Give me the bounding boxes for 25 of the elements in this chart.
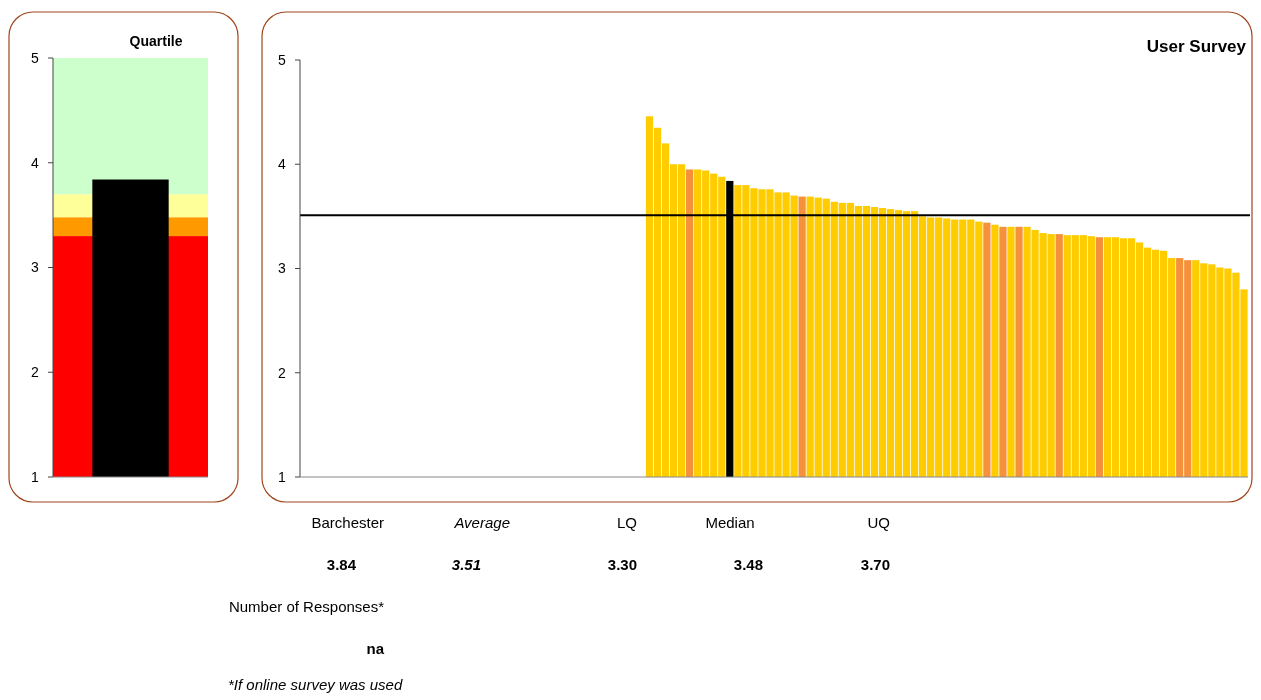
y-tick-label: 1 <box>31 468 40 485</box>
chart-title: Quartile <box>129 33 183 49</box>
y-tick-label: 2 <box>278 364 287 381</box>
chart-title: User Survey <box>1146 37 1247 56</box>
y-tick-label: 2 <box>31 364 40 381</box>
text: *If online survey was used <box>228 676 403 693</box>
y-tick-label: 4 <box>31 154 40 171</box>
text: 3.48 <box>733 556 763 573</box>
y-tick-label: 3 <box>31 259 40 276</box>
text: Barchester <box>311 514 384 531</box>
text: Median <box>705 514 755 531</box>
text: Average <box>453 514 510 531</box>
text: UQ <box>867 514 890 531</box>
text: 3.30 <box>607 556 637 573</box>
text: Number of Responses* <box>228 598 385 615</box>
text: 3.84 <box>326 556 357 573</box>
text: LQ <box>616 514 637 531</box>
text: na <box>366 640 385 657</box>
y-tick-label: 3 <box>278 260 287 277</box>
y-tick-label: 5 <box>31 49 40 66</box>
y-tick-label: 1 <box>278 468 287 485</box>
y-tick-label: 4 <box>278 156 287 173</box>
text: 3.51 <box>451 556 481 573</box>
y-tick-label: 5 <box>278 51 287 68</box>
text: 3.70 <box>860 556 890 573</box>
